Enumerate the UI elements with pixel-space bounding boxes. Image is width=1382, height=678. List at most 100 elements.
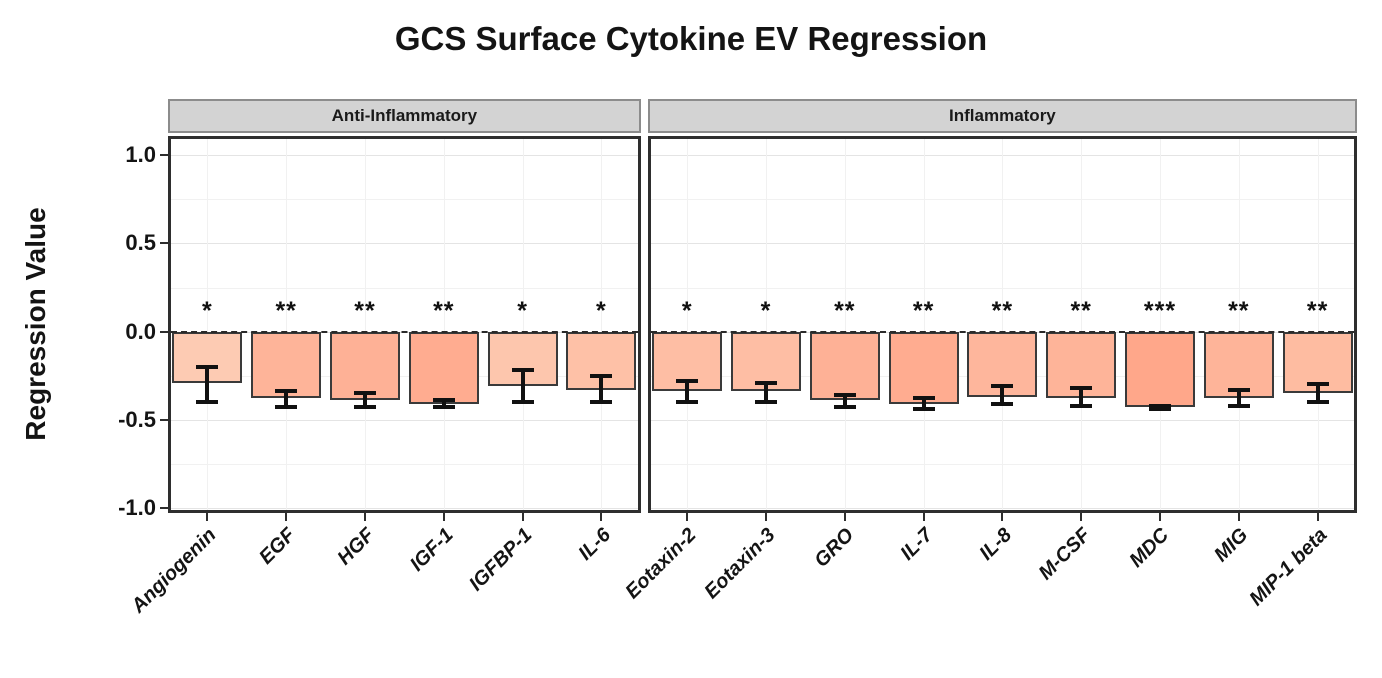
- x-axis-tick: [1237, 513, 1240, 521]
- y-tick-label: 0.0: [125, 318, 156, 344]
- significance-stars: ***: [1143, 296, 1177, 325]
- x-axis-tick: [442, 513, 445, 521]
- x-axis-tick: [765, 513, 767, 521]
- error-bar-cap: [1227, 387, 1250, 392]
- gridline: [765, 139, 767, 510]
- x-tick-label: GRO: [810, 524, 859, 572]
- error-bar-cap: [912, 407, 935, 412]
- gridline: [522, 139, 524, 510]
- error-bar-cap: [912, 396, 935, 401]
- x-axis-tick: [521, 513, 524, 521]
- facet-panel: * ** ** ** * *: [168, 136, 641, 513]
- significance-stars: *: [596, 296, 607, 325]
- y-axis-label: Regression Value: [20, 207, 51, 441]
- x-tick-label: Eotaxin-3: [700, 524, 780, 604]
- bar-egf: [251, 331, 322, 399]
- error-bar-cap: [354, 391, 376, 396]
- y-tick-label: 1.0: [125, 142, 156, 168]
- gridline: [171, 375, 638, 377]
- bar-hgf: [330, 331, 400, 401]
- error-bar: [1315, 384, 1320, 402]
- error-bar-cap: [196, 400, 219, 404]
- facet-strip-inflammatory: Inflammatory: [647, 99, 1357, 133]
- x-tick-label: MIG: [1210, 524, 1253, 567]
- error-bar-cap: [1070, 385, 1093, 390]
- facet-strip-label: Anti-Inflammatory: [331, 106, 478, 125]
- error-bar-cap: [754, 400, 777, 404]
- error-bar-cap: [833, 405, 856, 410]
- significance-stars: *: [681, 296, 693, 325]
- error-bar: [520, 370, 525, 402]
- y-axis-tick: [160, 154, 168, 157]
- chart-title: GCS Surface Cytokine EV Regression: [394, 20, 988, 57]
- error-bar-cap: [1306, 400, 1329, 404]
- error-bar: [284, 391, 289, 408]
- gridline: [171, 507, 638, 509]
- bar-gro: [809, 331, 880, 401]
- gridline: [923, 139, 925, 510]
- facet-strip-anti-inflammatory: Anti-Inflammatory: [168, 99, 641, 133]
- gridline: [171, 243, 638, 245]
- error-bar-cap: [1148, 403, 1171, 408]
- y-axis-tick: [160, 242, 168, 245]
- error-bar-cap: [1070, 403, 1093, 408]
- error-bar-cap: [511, 400, 534, 404]
- zero-line: [650, 330, 1354, 333]
- gridline: [1159, 139, 1161, 510]
- x-axis-tick: [285, 513, 288, 521]
- significance-stars: *: [517, 296, 528, 325]
- error-bar-cap: [991, 384, 1014, 389]
- y-tick-label: -0.5: [118, 406, 156, 432]
- y-tick-label: -1.0: [118, 494, 156, 520]
- gridline: [286, 139, 288, 510]
- gridline: [1002, 139, 1004, 510]
- error-bar-cap: [354, 405, 376, 410]
- x-axis-tick: [686, 513, 689, 521]
- error-bar-cap: [432, 398, 455, 403]
- facet-panel: * * ** ** ** ** *** ** **: [647, 136, 1357, 513]
- significance-stars: **: [354, 296, 376, 325]
- x-tick-label: M-CSF: [1034, 524, 1095, 585]
- significance-stars: *: [202, 296, 213, 325]
- facet-strip-label: Inflammatory: [949, 106, 1056, 125]
- gridline: [687, 139, 689, 510]
- x-tick-label: EGF: [255, 524, 300, 569]
- x-axis-tick: [364, 513, 366, 521]
- error-bar: [205, 366, 210, 402]
- x-axis-tick: [1001, 513, 1004, 521]
- error-bar-cap: [1148, 407, 1171, 412]
- error-bar: [441, 400, 446, 408]
- x-axis-tick: [922, 513, 925, 521]
- zero-line: [171, 330, 638, 333]
- error-bar: [599, 375, 604, 402]
- y-axis-tick: [160, 330, 168, 333]
- significance-stars: **: [1070, 296, 1092, 325]
- gridline: [171, 155, 638, 157]
- error-bar-cap: [833, 392, 856, 397]
- error-bar-cap: [590, 373, 613, 378]
- significance-stars: *: [760, 296, 772, 325]
- error-bar-cap: [275, 389, 298, 394]
- x-axis-tick: [843, 513, 846, 521]
- significance-stars: **: [1228, 296, 1250, 325]
- y-tick-label: 0.5: [125, 230, 156, 256]
- error-bar: [1000, 386, 1005, 404]
- gridline: [1081, 139, 1083, 510]
- x-tick-label: Angiogenin: [127, 524, 221, 618]
- error-bar: [363, 393, 367, 408]
- y-axis-tick: [160, 418, 168, 421]
- error-bar-cap: [676, 378, 699, 383]
- error-bar-cap: [275, 405, 298, 410]
- bar-il-7: [888, 331, 959, 404]
- gridline: [171, 199, 638, 201]
- error-bar: [1079, 387, 1084, 406]
- gridline: [844, 139, 846, 510]
- x-axis-tick: [600, 513, 603, 521]
- error-bar-cap: [511, 368, 534, 373]
- x-tick-label: Eotaxin-2: [621, 524, 701, 604]
- gridline: [601, 139, 603, 510]
- x-tick-label: IL-8: [975, 524, 1016, 565]
- error-bar: [921, 398, 926, 410]
- significance-stars: **: [1306, 296, 1329, 325]
